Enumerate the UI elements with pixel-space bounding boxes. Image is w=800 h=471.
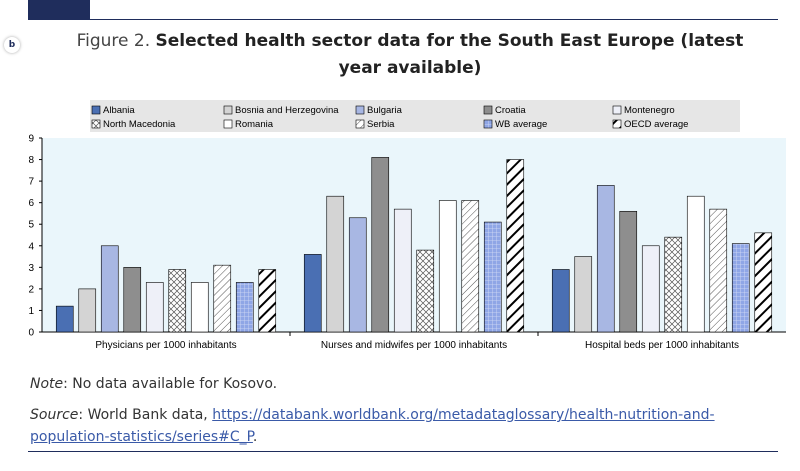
bar [483, 221, 502, 333]
bar [461, 200, 480, 333]
legend-label: North Macedonia [103, 119, 176, 130]
bar [190, 282, 209, 333]
legend-swatch [223, 105, 233, 115]
legend: Albania Bosnia and Herzegovina Bulgaria Cro… [91, 105, 688, 130]
bar [619, 210, 638, 333]
figure-note: Note: No data available for Kosovo. [30, 376, 277, 392]
bar [235, 282, 254, 333]
bar [393, 208, 412, 333]
footer-rule [28, 451, 778, 452]
legend-swatch [223, 119, 233, 129]
bar [371, 157, 390, 333]
bar [303, 254, 322, 333]
bar [709, 208, 728, 333]
note-text: : No data available for Kosovo. [63, 376, 278, 392]
bar [641, 245, 660, 333]
y-tick-label: 2 [28, 284, 34, 295]
y-tick-label: 9 [28, 134, 34, 145]
bar [754, 232, 773, 333]
bar [123, 267, 142, 333]
legend-swatch [355, 105, 365, 115]
bars [55, 157, 773, 336]
bar [258, 269, 277, 333]
bar [326, 195, 345, 333]
bar [213, 264, 232, 333]
bar [78, 288, 97, 333]
legend-swatch [355, 119, 365, 129]
x-category-label: Nurses and midwifes per 1000 inhabitants [321, 340, 507, 351]
legend-swatch [612, 119, 622, 129]
y-tick-label: 8 [28, 155, 34, 166]
legend-label: Albania [103, 105, 135, 116]
legend-label: Bosnia and Herzegovina [235, 105, 339, 116]
legend-swatch [612, 105, 622, 115]
legend-label: Serbia [367, 119, 395, 130]
legend-box [90, 100, 740, 132]
legend-label: WB average [495, 119, 547, 130]
bar [596, 185, 615, 333]
legend-label: Montenegro [624, 105, 675, 116]
source-label: Source [30, 407, 79, 423]
bar [145, 282, 164, 333]
bar [416, 249, 435, 333]
y-tick-label: 1 [28, 306, 34, 317]
note-label: Note [30, 376, 64, 392]
bar [438, 200, 457, 333]
bar [348, 217, 367, 333]
y-tick-label: 7 [28, 177, 34, 188]
bar [731, 243, 750, 333]
plot-area [42, 138, 786, 332]
source-link[interactable]: https://databank.worldbank.org/metadatag… [30, 407, 715, 445]
bar [100, 245, 119, 333]
legend-label: OECD average [624, 119, 688, 130]
y-tick-label: 4 [28, 241, 34, 252]
bar [506, 159, 525, 333]
legend-label: Bulgaria [367, 105, 403, 116]
legend-swatch [91, 119, 101, 129]
figure-title: Figure 2. Selected health sector data fo… [60, 28, 760, 82]
header-rule [28, 19, 778, 20]
figure-source: Source: World Bank data, https://databan… [30, 404, 750, 448]
x-axis-labels: Physicians per 1000 inhabitants Nurses an… [95, 340, 739, 351]
y-tick-label: 3 [28, 263, 34, 274]
bar [686, 195, 705, 333]
legend-swatch [483, 119, 493, 129]
legend-swatch [91, 105, 101, 115]
header-accent-bar [28, 0, 90, 20]
legend-label: Romania [235, 119, 274, 130]
bar [664, 236, 683, 333]
bar [55, 305, 74, 333]
bar [551, 269, 570, 333]
x-category-label: Physicians per 1000 inhabitants [95, 340, 236, 351]
bar [168, 269, 187, 333]
legend-swatch [483, 105, 493, 115]
y-tick-label: 6 [28, 198, 34, 209]
figure-title-prefix: Figure 2. [76, 31, 151, 51]
y-tick-label: 5 [28, 220, 34, 231]
legend-label: Croatia [495, 105, 526, 116]
source-text: : World Bank data, [78, 407, 213, 423]
source-end: . [252, 429, 258, 445]
side-bookmark-icon[interactable]: b [4, 37, 20, 53]
y-axis: 0 1 2 3 4 5 6 7 8 9 [28, 134, 786, 339]
bar [574, 256, 593, 333]
x-category-label: Hospital beds per 1000 inhabitants [585, 340, 739, 351]
y-tick-label: 0 [28, 328, 34, 339]
figure-title-text: Selected health sector data for the Sout… [155, 31, 744, 78]
